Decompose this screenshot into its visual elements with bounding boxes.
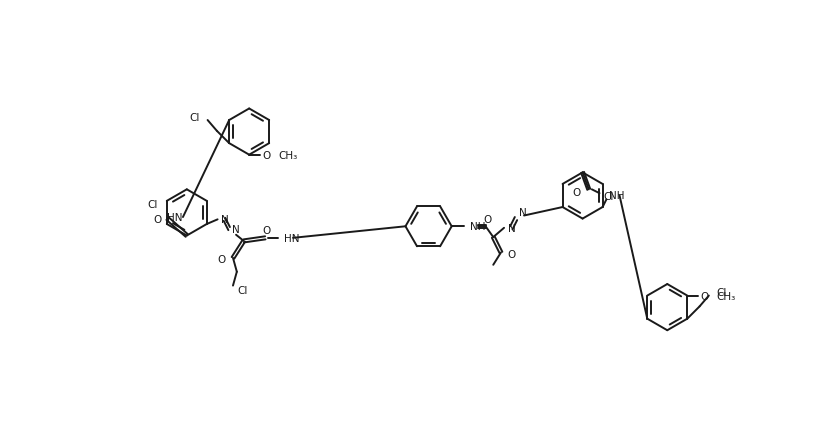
Text: N: N xyxy=(507,223,515,233)
Text: CH₃: CH₃ xyxy=(716,291,735,301)
Text: Cl: Cl xyxy=(189,113,200,123)
Text: O: O xyxy=(262,150,270,160)
Text: Cl: Cl xyxy=(237,286,247,295)
Text: O: O xyxy=(153,214,161,224)
Text: N: N xyxy=(232,224,240,234)
Text: HN: HN xyxy=(167,212,183,222)
Text: Cl: Cl xyxy=(716,288,726,298)
Text: O: O xyxy=(572,187,580,197)
Text: O: O xyxy=(699,291,707,301)
Text: O: O xyxy=(217,255,225,265)
Text: Cl: Cl xyxy=(147,200,157,209)
Text: O: O xyxy=(263,226,271,236)
Text: NH: NH xyxy=(470,222,485,232)
Text: O: O xyxy=(482,214,491,224)
Text: N: N xyxy=(518,208,526,218)
Text: N: N xyxy=(222,215,229,225)
Text: O: O xyxy=(507,249,515,259)
Text: CH₃: CH₃ xyxy=(278,150,298,160)
Text: NH: NH xyxy=(608,191,624,201)
Text: Cl: Cl xyxy=(603,192,613,202)
Text: HN: HN xyxy=(283,233,299,243)
